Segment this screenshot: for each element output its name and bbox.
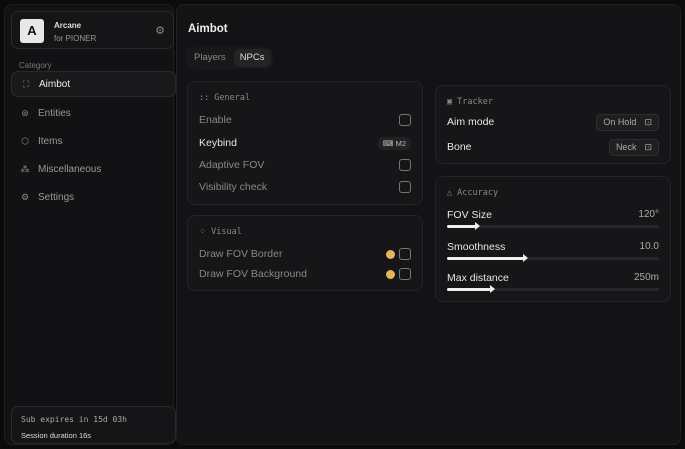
slider-value: 120° — [638, 209, 659, 220]
draw-fov-border-label: Draw FOV Border — [199, 248, 283, 260]
card-title: Visual — [211, 227, 242, 237]
draw-fov-background-checkbox[interactable] — [399, 268, 411, 280]
sidebar-item-settings[interactable]: ⚙ Settings — [11, 184, 176, 210]
main-panel: Aimbot Players NPCs :: General Enable Key… — [176, 4, 681, 445]
sidebar-item-miscellaneous[interactable]: ⁂ Miscellaneous — [11, 156, 176, 182]
aim-mode-value: On Hold — [603, 116, 637, 127]
sidebar-item-aimbot[interactable]: ⛶ Aimbot — [11, 71, 176, 97]
bone-select[interactable]: Neck ⊡ — [608, 138, 659, 156]
subscription-text: Sub expires in 15d 03h — [21, 415, 127, 424]
bone-label: Bone — [447, 141, 472, 153]
slider-label: Smoothness — [447, 241, 506, 253]
tab-players[interactable]: Players — [194, 52, 226, 63]
slider-fill — [447, 257, 526, 260]
sidebar: A Arcane for PIONER ⚙ Category ⛶ Aimbot ⊛… — [4, 4, 176, 445]
aim-mode-label: Aim mode — [447, 116, 495, 128]
color-picker[interactable] — [386, 269, 395, 279]
color-picker[interactable] — [386, 249, 395, 259]
slider-value: 250m — [633, 272, 659, 283]
slider-thumb[interactable] — [489, 285, 495, 293]
sidebar-item-items[interactable]: ⬡ Items — [11, 128, 176, 154]
crosshair-icon: ⛶ — [22, 78, 30, 89]
sidebar-item-label: Entities — [38, 107, 71, 119]
slider-thumb[interactable] — [523, 254, 529, 262]
draw-fov-background-label: Draw FOV Background — [199, 268, 307, 280]
smoothness-slider[interactable]: Smoothness 10.0 — [447, 241, 659, 265]
card-title: Tracker — [457, 97, 493, 107]
triangle-icon: △ — [447, 188, 453, 198]
adaptive-fov-checkbox[interactable] — [399, 159, 411, 171]
gear-icon: ⚙ — [20, 191, 30, 202]
slider-thumb[interactable] — [474, 222, 480, 230]
sidebar-item-label: Items — [38, 135, 63, 147]
slider-track[interactable] — [447, 222, 659, 230]
slider-track[interactable] — [447, 254, 659, 262]
bone-value: Neck — [615, 141, 637, 152]
slider-label: Max distance — [447, 272, 509, 284]
tab-npcs[interactable]: NPCs — [233, 49, 271, 67]
enable-label: Enable — [199, 114, 232, 126]
brand-name: Arcane — [54, 21, 82, 30]
select-icon: ⊡ — [644, 141, 652, 152]
brand-subtitle: for PIONER — [54, 34, 97, 43]
brand-card: A Arcane for PIONER ⚙ — [11, 11, 174, 49]
keyboard-icon: ⌨ — [382, 138, 396, 148]
session-text: Session duration 16s — [21, 431, 92, 440]
slider-fill — [447, 288, 492, 291]
category-label: Category — [19, 61, 52, 70]
sidebar-item-label: Settings — [38, 191, 75, 203]
adaptive-fov-label: Adaptive FOV — [199, 159, 265, 171]
fov-size-slider[interactable]: FOV Size 120° — [447, 209, 659, 233]
visibility-check-label: Visibility check — [199, 181, 268, 193]
sidebar-item-label: Aimbot — [39, 78, 71, 90]
enable-checkbox[interactable] — [399, 114, 411, 126]
page-title: Aimbot — [188, 23, 228, 35]
chart-icon: ▣ — [447, 97, 453, 107]
card-title: Accuracy — [457, 188, 499, 198]
select-icon: ⊡ — [644, 116, 652, 127]
max-distance-slider[interactable]: Max distance 250m — [447, 272, 659, 296]
sidebar-item-entities[interactable]: ⊛ Entities — [11, 100, 176, 126]
entities-icon: ⊛ — [21, 107, 29, 118]
slider-track[interactable] — [447, 285, 659, 293]
tab-bar: Players NPCs — [186, 47, 273, 69]
visibility-check-checkbox[interactable] — [399, 181, 411, 193]
accuracy-card: △ Accuracy FOV Size 120° Smoothness 10.0 Ma… — [435, 176, 671, 302]
keybind-button[interactable]: ⌨ M2 — [377, 136, 411, 150]
misc-icon: ⁂ — [20, 163, 30, 174]
box-icon: ⬡ — [21, 135, 29, 146]
card-title: General — [214, 93, 251, 103]
list-icon: :: — [199, 93, 210, 103]
keybind-label: Keybind — [199, 137, 237, 149]
general-card: :: General Enable Keybind ⌨ M2 Adaptive FO… — [187, 81, 423, 205]
visual-icon: ⁘ — [199, 227, 207, 237]
gear-icon[interactable]: ⚙ — [155, 25, 165, 37]
tracker-card: ▣ Tracker Aim mode On Hold ⊡ Bone Neck ⊡ — [435, 85, 671, 164]
draw-fov-border-checkbox[interactable] — [399, 248, 411, 260]
slider-fill — [447, 225, 477, 228]
logo: A — [20, 19, 44, 43]
sidebar-item-label: Miscellaneous — [38, 163, 102, 175]
visual-card: ⁘ Visual Draw FOV Border Draw FOV Backgro… — [187, 215, 423, 291]
aim-mode-select[interactable]: On Hold ⊡ — [596, 113, 659, 131]
keybind-value: M2 — [395, 138, 406, 148]
session-info: Sub expires in 15d 03h Session duration … — [11, 406, 176, 444]
slider-value: 10.0 — [639, 241, 659, 252]
slider-label: FOV Size — [447, 209, 492, 221]
